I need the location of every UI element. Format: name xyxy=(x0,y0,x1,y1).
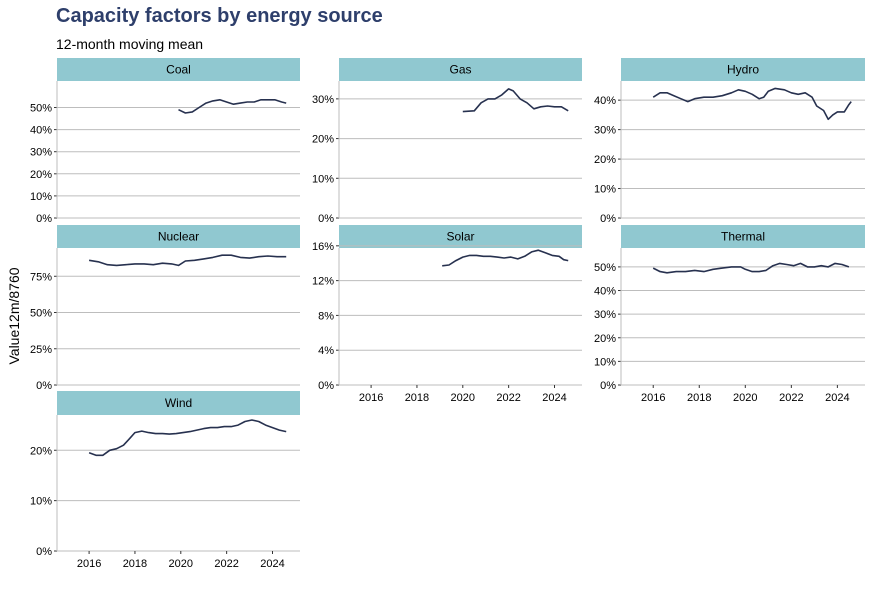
x-tick-label-solar: 2020 xyxy=(451,392,475,404)
y-tick-label-gas: 30% xyxy=(312,94,334,106)
x-tick-label-thermal: 2018 xyxy=(687,392,711,404)
y-tick-label-coal: 40% xyxy=(30,125,52,137)
y-tick-label-coal: 0% xyxy=(36,213,52,225)
panels: Coal0%10%20%30%40%50%Gas0%10%20%30%Hydro… xyxy=(30,58,865,570)
y-tick-label-nuclear: 75% xyxy=(30,271,52,283)
y-tick-label-thermal: 0% xyxy=(600,380,616,392)
y-tick-label-hydro: 30% xyxy=(594,125,616,137)
chart-subtitle: 12-month moving mean xyxy=(56,36,204,52)
y-tick-label-hydro: 40% xyxy=(594,95,616,107)
y-tick-label-wind: 10% xyxy=(30,496,52,508)
panel-wind: Wind 0% 10% 20% 2016 2018 2020 2022 2024 xyxy=(30,391,300,570)
x-tick-label-solar: 2022 xyxy=(496,392,520,404)
x-tick-label-wind: 2024 xyxy=(260,558,284,570)
y-tick-label-gas: 10% xyxy=(312,173,334,185)
x-tick-label-wind: 2020 xyxy=(169,558,193,570)
y-tick-label-nuclear: 50% xyxy=(30,308,52,320)
series-line-solar xyxy=(442,249,569,267)
x-tick-label-thermal: 2016 xyxy=(641,392,665,404)
y-tick-label-coal: 20% xyxy=(30,169,52,181)
y-axis-label: Value12m/8760 xyxy=(6,267,22,364)
strip-wind xyxy=(57,391,300,415)
y-tick-label-gas: 20% xyxy=(312,134,334,146)
y-tick-label-hydro: 20% xyxy=(594,154,616,166)
panel-nuclear: Nuclear 0% 25% 50% 75% xyxy=(30,225,300,392)
x-tick-label-wind: 2022 xyxy=(214,558,238,570)
y-tick-label-hydro: 0% xyxy=(600,213,616,225)
x-tick-label-thermal: 2022 xyxy=(779,392,803,404)
strip-label-hydro: Hydro xyxy=(727,63,759,77)
y-tick-label-gas: 0% xyxy=(318,213,334,225)
series-line-thermal xyxy=(652,262,850,274)
strip-coal xyxy=(57,58,300,81)
y-tick-label-hydro: 10% xyxy=(594,184,616,196)
y-tick-label-wind: 0% xyxy=(36,546,52,558)
y-tick-label-solar: 4% xyxy=(318,345,334,357)
strip-label-wind: Wind xyxy=(165,396,192,410)
y-tick-label-coal: 30% xyxy=(30,147,52,159)
y-tick-label-nuclear: 25% xyxy=(30,344,52,356)
y-tick-label-solar: 12% xyxy=(312,276,334,288)
x-tick-label-solar: 2016 xyxy=(359,392,383,404)
series-line-gas xyxy=(462,88,569,113)
y-tick-label-coal: 50% xyxy=(30,103,52,115)
panel-thermal: Thermal 0% 10% 20% 30% 40% 50% 2016 2018 2020 2022… xyxy=(594,225,865,404)
x-tick-label-thermal: 2020 xyxy=(733,392,757,404)
series-line-nuclear xyxy=(88,254,287,267)
x-tick-label-wind: 2018 xyxy=(123,558,147,570)
y-tick-label-coal: 10% xyxy=(30,191,52,203)
x-tick-label-solar: 2018 xyxy=(405,392,429,404)
y-tick-label-thermal: 10% xyxy=(594,356,616,368)
x-tick-label-wind: 2016 xyxy=(77,558,101,570)
y-tick-label-nuclear: 0% xyxy=(36,380,52,392)
panel-hydro: Hydro 0% 10% 20% 30% 40% xyxy=(594,58,865,225)
series-line-coal xyxy=(178,99,287,114)
y-tick-label-thermal: 40% xyxy=(594,286,616,298)
strip-label-gas: Gas xyxy=(449,63,471,77)
strip-gas xyxy=(339,58,582,81)
series-line-hydro xyxy=(652,87,852,121)
strip-label-coal: Coal xyxy=(166,63,191,77)
panel-coal: Coal 0% 10% 20% 30% 40% 50% xyxy=(30,58,300,225)
y-tick-label-solar: 8% xyxy=(318,310,334,322)
chart-title: Capacity factors by energy source xyxy=(56,5,383,27)
x-tick-label-solar: 2024 xyxy=(542,392,566,404)
x-tick-label-thermal: 2024 xyxy=(825,392,849,404)
y-tick-label-wind: 20% xyxy=(30,445,52,457)
strip-hydro xyxy=(621,58,865,81)
y-tick-label-solar: 0% xyxy=(318,380,334,392)
strip-label-nuclear: Nuclear xyxy=(158,230,199,244)
strip-thermal xyxy=(621,225,865,248)
strip-label-thermal: Thermal xyxy=(721,230,765,244)
panel-gas: Gas 0% 10% 20% 30% xyxy=(312,58,582,225)
y-tick-label-thermal: 50% xyxy=(594,262,616,274)
strip-nuclear xyxy=(57,225,300,248)
y-tick-label-thermal: 20% xyxy=(594,333,616,345)
y-tick-label-thermal: 30% xyxy=(594,309,616,321)
strip-label-solar: Solar xyxy=(446,230,474,244)
panel-solar: Solar 0% 4% 8% 12% 16% 2016 2018 2020 2022 2024 xyxy=(312,225,582,404)
y-tick-label-solar: 16% xyxy=(312,241,334,253)
series-line-wind xyxy=(88,419,287,457)
strip-solar xyxy=(339,225,582,248)
